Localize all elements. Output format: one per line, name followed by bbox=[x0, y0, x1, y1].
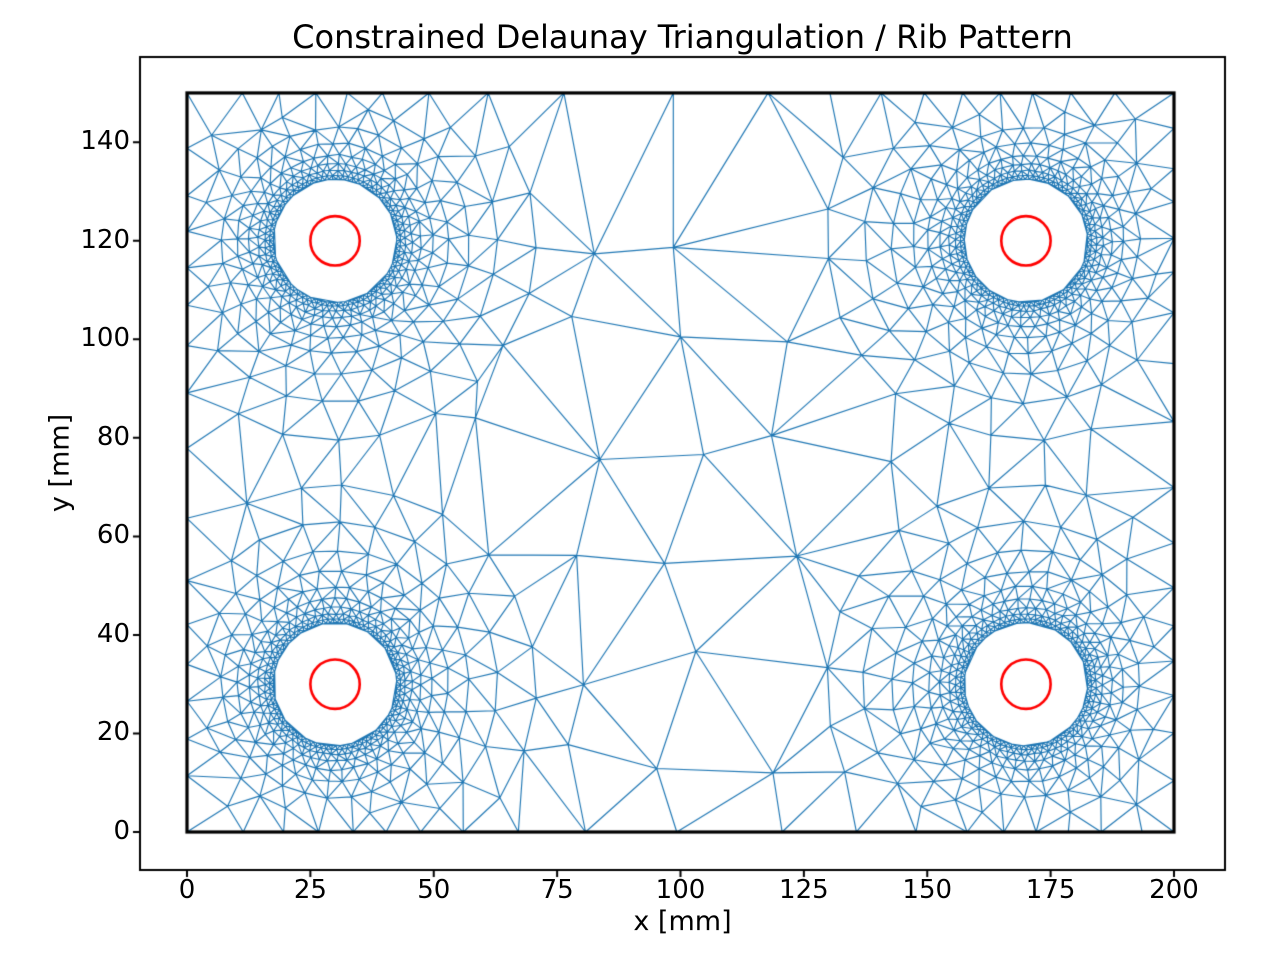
chart-title: Constrained Delaunay Triangulation / Rib… bbox=[292, 18, 1073, 56]
y-tick-label: 40 bbox=[96, 618, 130, 649]
y-tick-label: 120 bbox=[80, 224, 130, 255]
x-tick-label: 150 bbox=[902, 875, 953, 905]
x-tick-label: 0 bbox=[178, 875, 196, 905]
x-tick-label: 50 bbox=[417, 875, 451, 905]
x-tick-label: 175 bbox=[1025, 875, 1076, 905]
x-tick-label: 125 bbox=[779, 875, 829, 905]
x-tick-label: 25 bbox=[293, 875, 327, 905]
y-tick-label: 80 bbox=[96, 421, 130, 452]
x-tick-label: 100 bbox=[655, 875, 706, 905]
x-tick-label: 75 bbox=[540, 875, 574, 905]
y-tick-label: 140 bbox=[80, 126, 130, 157]
y-tick-label: 60 bbox=[96, 520, 130, 551]
y-tick-label: 100 bbox=[80, 323, 130, 354]
y-tick-label: 0 bbox=[113, 816, 130, 847]
x-tick-label: 200 bbox=[1149, 875, 1199, 905]
y-tick-label: 20 bbox=[96, 717, 130, 748]
x-axis-label: x [mm] bbox=[633, 906, 732, 937]
